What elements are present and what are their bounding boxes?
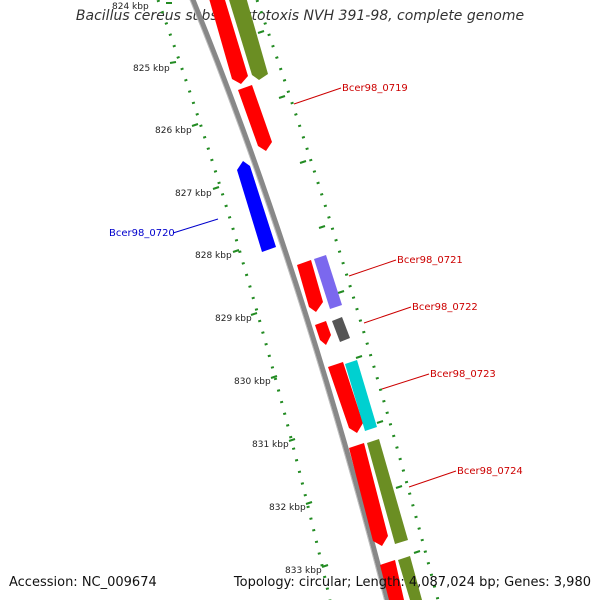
kbp-label: 827 kbp bbox=[175, 189, 212, 199]
kbp-label: 830 kbp bbox=[234, 377, 271, 387]
gene-arrow[interactable] bbox=[226, 0, 268, 80]
backbone bbox=[189, 0, 390, 600]
gene-arrow-bcer98-0722[interactable] bbox=[332, 317, 350, 342]
gene-leader-lines bbox=[172, 87, 457, 488]
kbp-label: 829 kbp bbox=[215, 314, 252, 324]
dotted-track-right bbox=[255, 0, 440, 600]
gene-arrow-bcer98-0720[interactable] bbox=[237, 161, 276, 252]
kbp-label: 831 kbp bbox=[252, 440, 289, 450]
kbp-ticks bbox=[166, 2, 421, 568]
gene-arrows bbox=[208, 0, 422, 600]
map-title: Bacillus cereus subsp. cytotoxis NVH 391… bbox=[75, 8, 525, 24]
kbp-label: 832 kbp bbox=[269, 503, 306, 513]
genome-summary: Topology: circular; Length: 4,087,024 bp… bbox=[233, 575, 591, 590]
kbp-label: 824 kbp bbox=[112, 2, 149, 12]
gene-label-bcer98-0724[interactable]: Bcer98_0724 bbox=[457, 466, 523, 477]
kbp-label: 828 kbp bbox=[195, 251, 232, 261]
gene-arrow-bcer98-0719[interactable] bbox=[238, 85, 272, 151]
gene-label-bcer98-0723[interactable]: Bcer98_0723 bbox=[430, 369, 496, 380]
gene-arrow-bcer98-0723[interactable] bbox=[345, 360, 377, 431]
gene-arrow-bcer98-0721[interactable] bbox=[314, 255, 342, 309]
kbp-label: 825 kbp bbox=[133, 64, 170, 74]
gene-label-bcer98-0719[interactable]: Bcer98_0719 bbox=[342, 83, 408, 94]
gene-arrow[interactable] bbox=[208, 0, 248, 84]
gene-arrow[interactable] bbox=[398, 556, 422, 600]
gene-arrow[interactable] bbox=[297, 260, 323, 312]
gene-arrow[interactable] bbox=[349, 443, 388, 546]
gene-label-bcer98-0721[interactable]: Bcer98_0721 bbox=[397, 255, 463, 266]
gene-label-bcer98-0722[interactable]: Bcer98_0722 bbox=[412, 302, 478, 313]
accession-label: Accession: NC_009674 bbox=[9, 575, 157, 590]
kbp-label: 826 kbp bbox=[155, 126, 192, 136]
gene-arrow[interactable] bbox=[328, 362, 363, 433]
gene-arrow[interactable] bbox=[380, 560, 404, 600]
gene-arrow-bcer98-0724[interactable] bbox=[367, 439, 408, 544]
kbp-label: 833 kbp bbox=[285, 566, 322, 576]
gene-arrow[interactable] bbox=[315, 321, 331, 345]
gene-label-bcer98-0720[interactable]: Bcer98_0720 bbox=[109, 228, 175, 239]
